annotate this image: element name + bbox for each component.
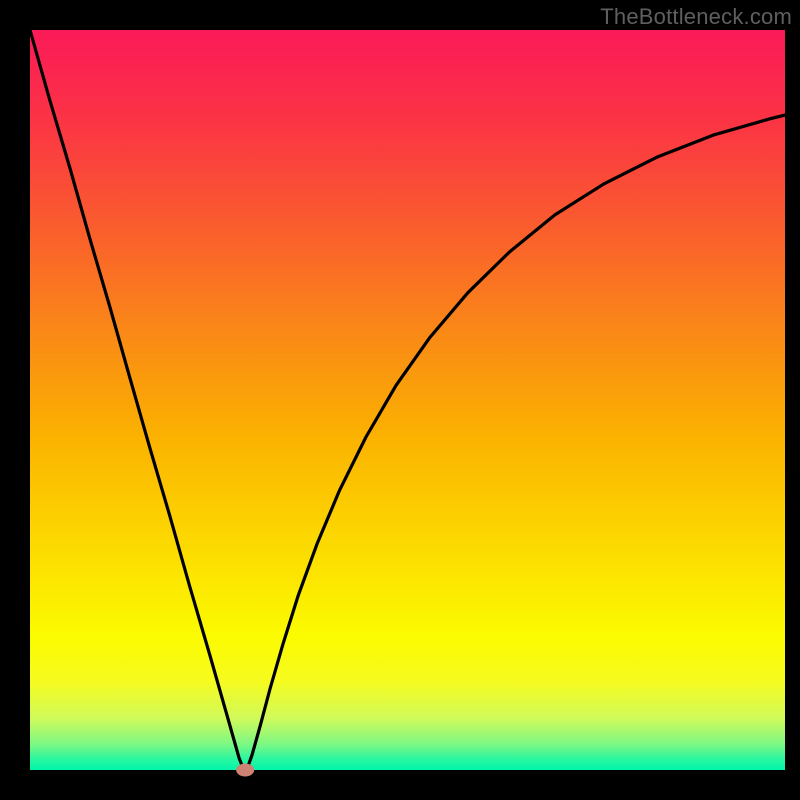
bottleneck-curve bbox=[30, 30, 785, 770]
chart-svg bbox=[0, 0, 800, 800]
chart-container: TheBottleneck.com bbox=[0, 0, 800, 800]
optimum-marker bbox=[236, 764, 254, 777]
watermark-text: TheBottleneck.com bbox=[600, 4, 792, 30]
